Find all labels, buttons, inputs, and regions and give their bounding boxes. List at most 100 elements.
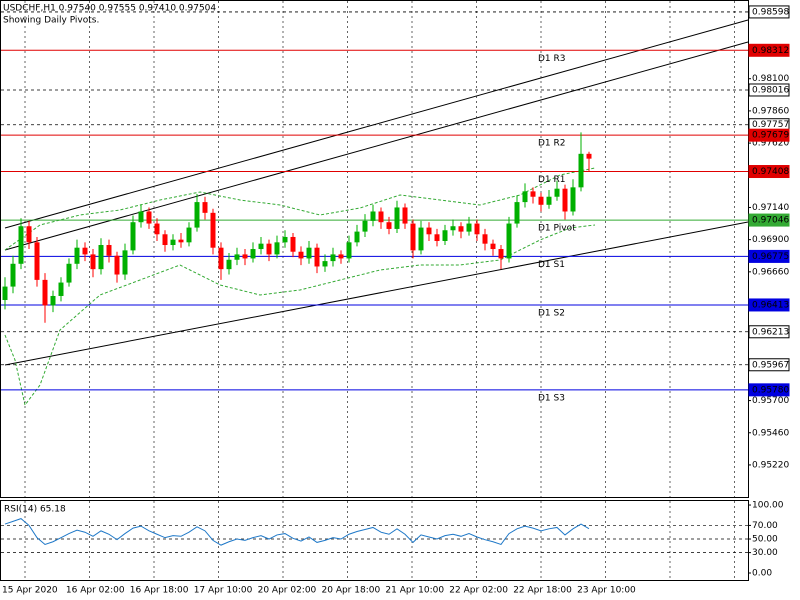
candle-body bbox=[314, 247, 320, 267]
x-tick-label: 22 Apr 02:00 bbox=[449, 586, 508, 596]
candle-body bbox=[146, 211, 152, 224]
candle-body bbox=[418, 227, 424, 251]
candle-body bbox=[482, 234, 488, 244]
level-label: 0.98016 bbox=[752, 85, 789, 95]
x-tick-label: 16 Apr 02:00 bbox=[66, 586, 125, 596]
candle-body bbox=[130, 222, 136, 251]
channel-line bbox=[4, 19, 749, 229]
candle-body bbox=[250, 249, 256, 259]
candle-body bbox=[234, 254, 240, 260]
y-tick-label: 0.96660 bbox=[752, 267, 789, 277]
candle-body bbox=[266, 243, 272, 255]
rsi-y-tick-label: 100.00 bbox=[752, 501, 784, 511]
candle-body bbox=[562, 188, 568, 212]
level-label: 0.96213 bbox=[752, 327, 789, 337]
pivot-price-label-box bbox=[748, 128, 790, 142]
channel-line bbox=[4, 221, 749, 366]
level-label-box bbox=[748, 5, 790, 19]
candle-body bbox=[426, 227, 432, 235]
pivot-price-label-box bbox=[748, 165, 790, 179]
y-tick-label: 0.95700 bbox=[752, 396, 789, 406]
candle-body bbox=[186, 227, 192, 243]
candle-body bbox=[218, 247, 224, 270]
candle-body bbox=[530, 191, 536, 197]
pivot-price-label: 0.97408 bbox=[752, 167, 789, 177]
candle-body bbox=[578, 153, 584, 188]
candle-body bbox=[42, 279, 48, 306]
x-tick-label: 20 Apr 18:00 bbox=[322, 586, 381, 596]
candle-body bbox=[514, 202, 520, 224]
candle-body bbox=[298, 251, 304, 259]
candle-body bbox=[154, 223, 160, 235]
chart-subtitle: Showing Daily Pivots. bbox=[3, 16, 99, 26]
rsi-label: RSI(14) 65.18 bbox=[4, 505, 66, 515]
pivot-price-label-box bbox=[748, 213, 790, 227]
candle-body bbox=[210, 212, 216, 248]
candle-body bbox=[322, 261, 328, 267]
candle-body bbox=[74, 247, 80, 264]
candle-body bbox=[58, 282, 64, 296]
pivot-name: D1 R3 bbox=[538, 54, 566, 64]
pivot-price-label-box bbox=[748, 249, 790, 263]
candle-body bbox=[450, 226, 456, 231]
level-label: 0.97757 bbox=[752, 120, 789, 130]
pivot-price-label: 0.97679 bbox=[752, 131, 789, 141]
candle-body bbox=[194, 202, 200, 228]
x-tick-label: 20 Apr 02:00 bbox=[258, 586, 317, 596]
candle-body bbox=[570, 187, 576, 212]
candle-body bbox=[442, 230, 448, 241]
candle-body bbox=[490, 243, 496, 250]
candle-body bbox=[18, 226, 24, 264]
pivot-price-label-box bbox=[748, 383, 790, 397]
candle-body bbox=[66, 263, 72, 283]
candle-body bbox=[354, 231, 360, 243]
rsi-y-tick-label: 30.00 bbox=[752, 548, 778, 558]
pivot-name: D1 R1 bbox=[538, 175, 566, 185]
rsi-y-tick-label: 50.00 bbox=[752, 535, 778, 545]
pivot-price-label-box bbox=[748, 43, 790, 57]
channel-line bbox=[4, 41, 749, 251]
x-tick-label: 23 Apr 10:00 bbox=[577, 586, 636, 596]
candle-body bbox=[306, 247, 312, 259]
candle-body bbox=[114, 255, 120, 275]
candle-body bbox=[90, 254, 96, 270]
candle-body bbox=[2, 286, 8, 300]
candle-body bbox=[50, 295, 56, 306]
candle-body bbox=[202, 202, 208, 213]
pivot-name: D1 R2 bbox=[538, 139, 566, 149]
pivot-name: D1 Pivot bbox=[538, 224, 576, 234]
candle-body bbox=[522, 191, 528, 203]
pivot-price-label: 0.97046 bbox=[752, 216, 789, 226]
x-tick-label: 17 Apr 10:00 bbox=[194, 586, 253, 596]
pivot-name: D1 S3 bbox=[538, 393, 565, 403]
candle-body bbox=[258, 243, 264, 250]
candle-body bbox=[10, 263, 16, 287]
candle-body bbox=[410, 223, 416, 251]
envelope-lower bbox=[4, 224, 596, 407]
candle-body bbox=[282, 236, 288, 243]
candle-body bbox=[106, 245, 112, 256]
y-tick-label: 0.97140 bbox=[752, 203, 789, 213]
candle-body bbox=[498, 249, 504, 259]
price-panel bbox=[0, 0, 749, 498]
x-tick-label: 15 Apr 2020 bbox=[2, 586, 58, 596]
y-tick-label: 0.95220 bbox=[752, 460, 789, 470]
x-tick-label: 16 Apr 18:00 bbox=[130, 586, 189, 596]
pivot-price-label-box bbox=[748, 298, 790, 312]
candle-body bbox=[242, 254, 248, 259]
candle-body bbox=[394, 207, 400, 229]
level-label-box bbox=[748, 325, 790, 339]
pivot-price-label: 0.95780 bbox=[752, 385, 789, 395]
candle-body bbox=[290, 236, 296, 252]
level-label: 0.95967 bbox=[752, 360, 789, 370]
y-tick-label: 0.98100 bbox=[752, 74, 789, 84]
rsi-y-tick-label: 70.00 bbox=[752, 521, 778, 531]
envelope-upper bbox=[4, 167, 596, 251]
candle-body bbox=[274, 242, 280, 255]
candle-body bbox=[338, 254, 344, 259]
candle-body bbox=[362, 220, 368, 232]
candle-body bbox=[402, 207, 408, 224]
candle-body bbox=[546, 196, 552, 205]
candle-body bbox=[378, 211, 384, 223]
